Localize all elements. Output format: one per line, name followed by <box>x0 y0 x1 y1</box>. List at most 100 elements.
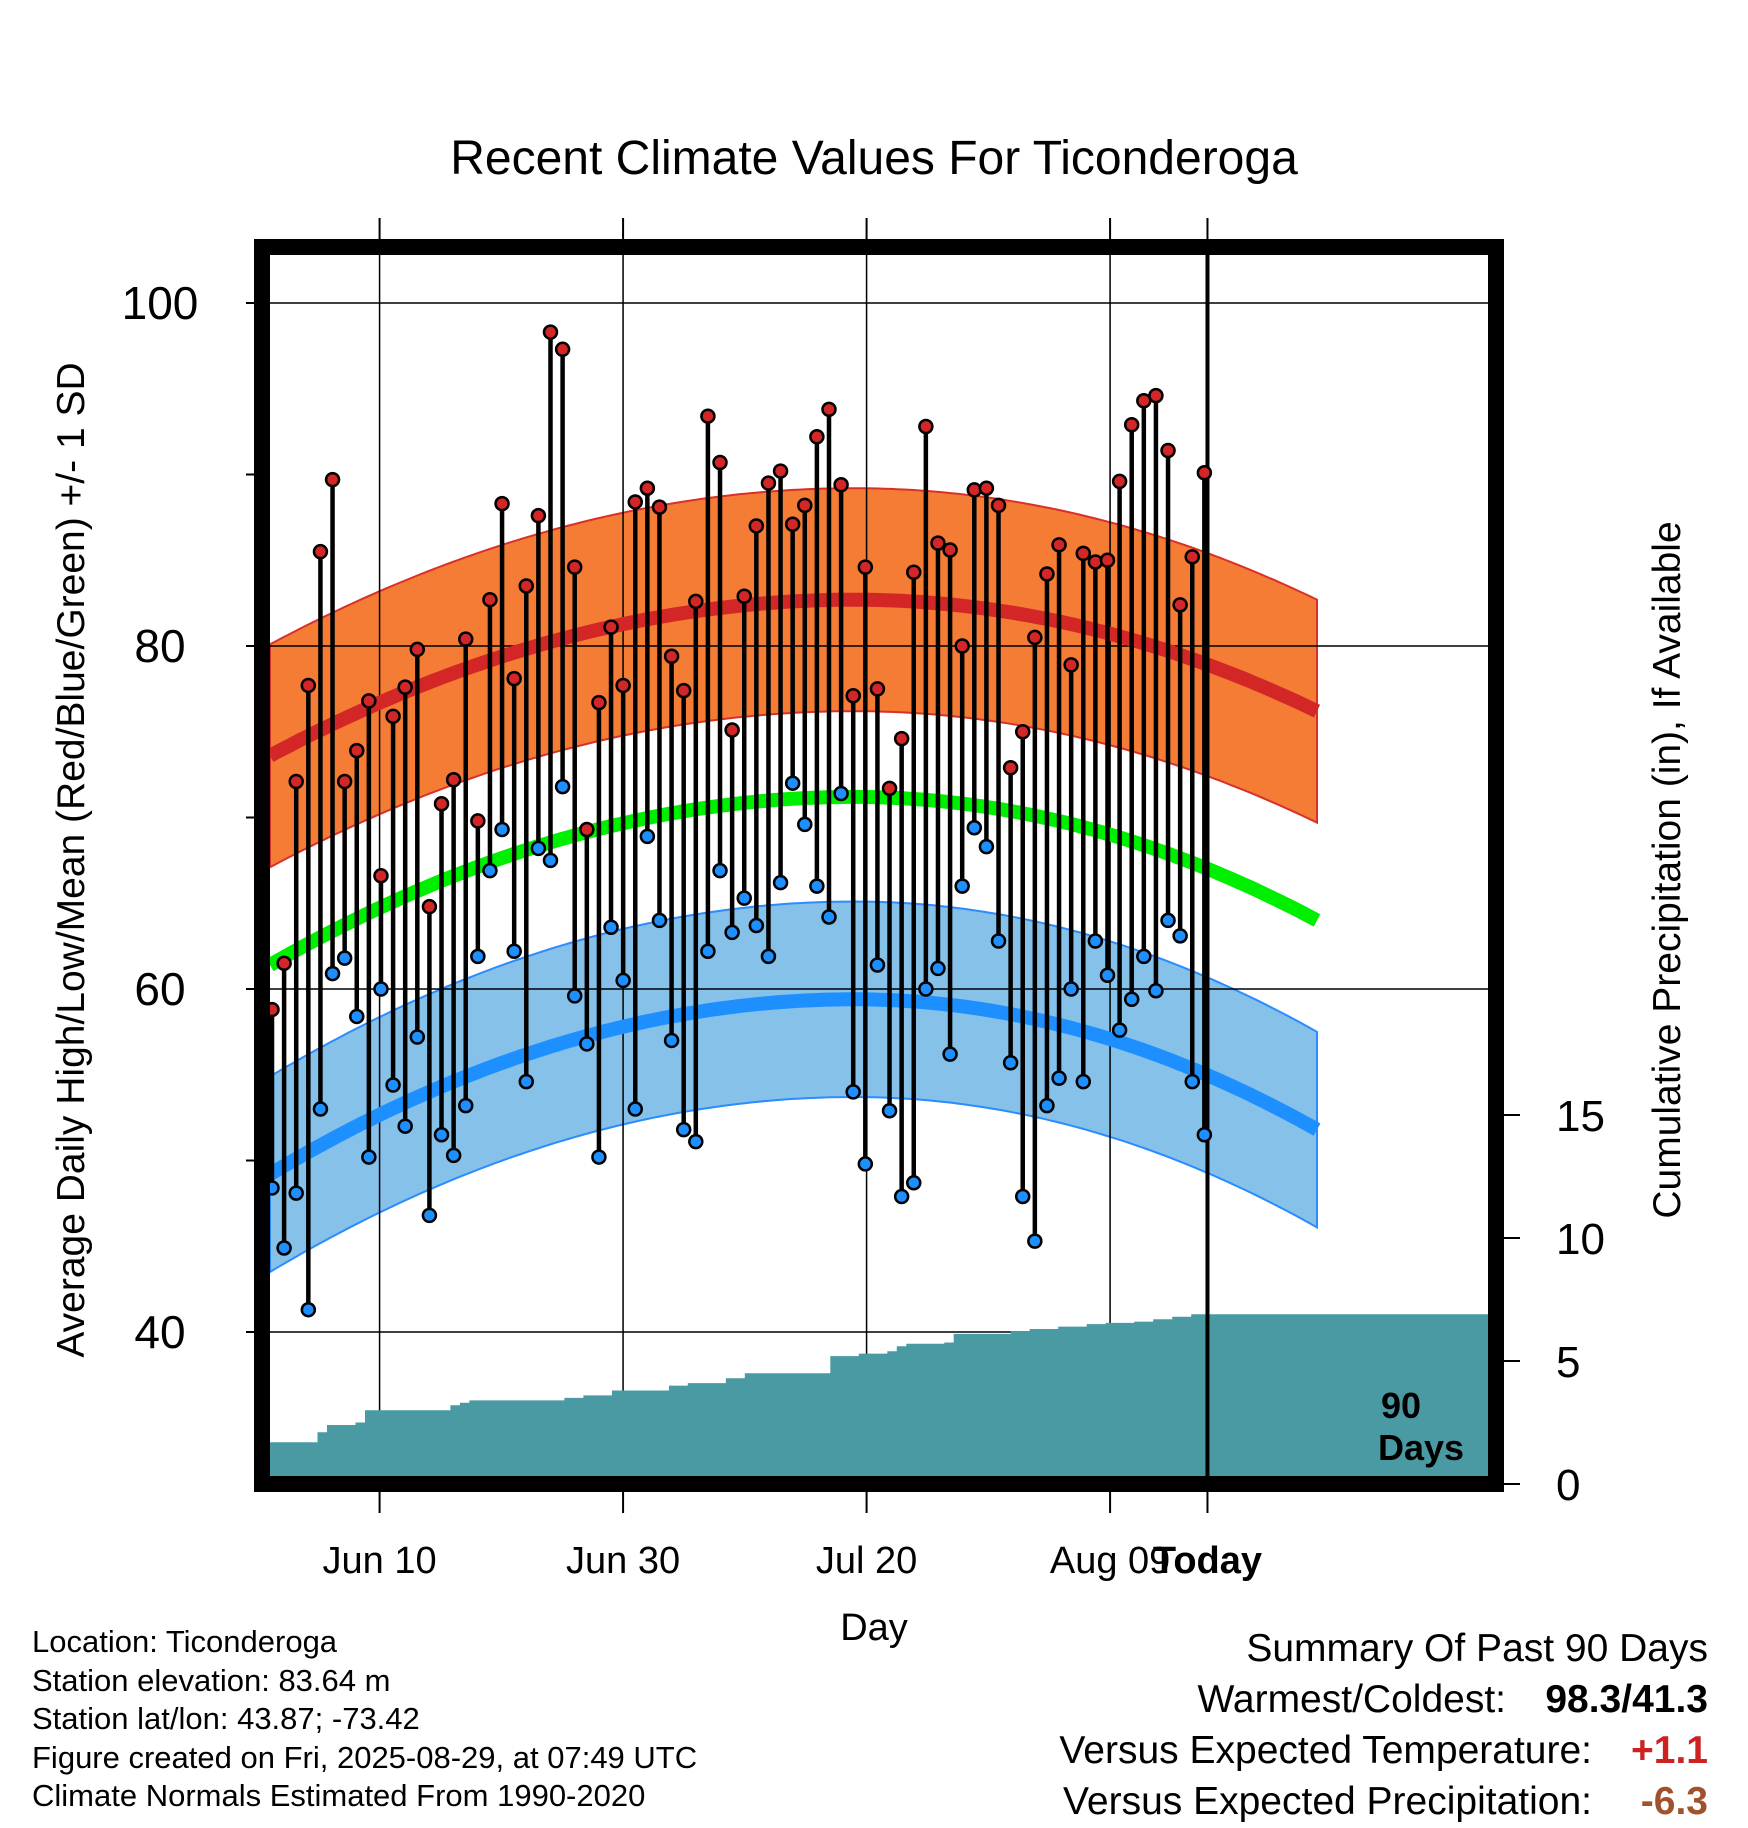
summary-warm-cold: Warmest/Coldest: 98.3/41.3 <box>1059 1674 1708 1725</box>
daily-bar <box>1014 724 1031 1205</box>
high-point <box>809 429 825 445</box>
daily-bar <box>1099 552 1116 984</box>
low-point <box>445 1147 462 1164</box>
y-tick-label: 100 <box>122 277 199 329</box>
daily-bar <box>1051 537 1067 1086</box>
daily-bar <box>397 679 413 1134</box>
daily-bar <box>700 408 716 960</box>
low-point <box>760 948 777 965</box>
daily-bar <box>930 535 946 977</box>
high-point <box>760 475 777 491</box>
low-point <box>978 838 995 855</box>
high-point <box>1160 442 1176 459</box>
daily-bar <box>1063 657 1079 997</box>
low-point <box>675 1121 692 1138</box>
daily-bar <box>361 693 377 1165</box>
high-point <box>1111 473 1128 490</box>
low-point <box>1184 1073 1201 1090</box>
low-point <box>312 1101 329 1117</box>
station-location: Location: Ticonderoga <box>32 1624 338 1659</box>
low-point <box>1087 933 1104 949</box>
x-tick-label: Aug 09 <box>1050 1540 1170 1582</box>
low-point <box>918 981 934 997</box>
high-point <box>421 898 438 915</box>
low-point <box>1039 1097 1055 1114</box>
daily-bar <box>579 821 595 1052</box>
daily-bar <box>433 796 450 1143</box>
high-point <box>651 499 668 515</box>
high-point <box>736 588 752 605</box>
warm-cold-label: Warmest/Coldest: <box>1197 1678 1506 1721</box>
low-point <box>566 988 583 1004</box>
low-point <box>772 874 789 891</box>
normal-low-line <box>266 992 1321 1181</box>
daily-bar <box>1039 566 1055 1114</box>
daily-bar <box>881 780 898 1119</box>
high-point <box>361 693 377 709</box>
precip-anomaly-value: -6.3 <box>1640 1780 1708 1823</box>
daily-bar <box>1196 465 1213 1143</box>
high-point <box>942 542 958 558</box>
low-point <box>349 1008 365 1025</box>
low-point <box>518 1073 535 1090</box>
high-point <box>639 480 656 496</box>
high-point <box>724 722 740 738</box>
high-point <box>554 341 571 358</box>
high-point <box>1027 629 1043 646</box>
daily-bar <box>651 499 668 929</box>
temp-anomaly-label: Versus Expected Temperature: <box>1059 1729 1592 1772</box>
x-tick-label: Today <box>1153 1540 1262 1582</box>
low-point <box>990 933 1007 949</box>
low-point <box>1172 928 1188 944</box>
low-point <box>494 821 510 838</box>
daily-bar <box>918 418 934 997</box>
high-point <box>373 868 389 884</box>
low-point <box>554 778 571 795</box>
high-point <box>857 559 874 575</box>
low-point <box>300 1301 317 1318</box>
warm-cold-value: 98.3/41.3 <box>1545 1678 1708 1721</box>
window-label-unit: Days <box>1378 1427 1464 1468</box>
low-point <box>1027 1233 1043 1249</box>
low-point <box>1014 1188 1031 1205</box>
high-point <box>566 559 583 575</box>
daily-bar <box>349 742 365 1025</box>
low-point <box>857 1156 874 1172</box>
low-point <box>1196 1127 1213 1143</box>
low-point <box>1111 1022 1128 1038</box>
low-point <box>1075 1073 1092 1090</box>
daily-bar <box>494 495 510 838</box>
y-axis-label: Average Daily High/Low/Mean (Red/Blue/Gr… <box>50 362 93 1357</box>
daily-bar <box>1136 393 1152 965</box>
x-axis-label: Day <box>840 1607 908 1649</box>
daily-bar <box>809 429 825 894</box>
high-point <box>445 772 462 788</box>
daily-bar <box>324 471 341 982</box>
daily-bar <box>675 682 692 1138</box>
low-point <box>1051 1070 1067 1086</box>
daily-bar <box>772 463 789 891</box>
y-tick-label: 80 <box>134 620 185 672</box>
daily-bar <box>748 518 765 934</box>
daily-bar <box>300 677 317 1318</box>
high-point <box>457 631 474 647</box>
figure-created: Figure created on Fri, 2025-08-29, at 07… <box>32 1739 698 1775</box>
y-tick-label: 60 <box>134 963 185 1015</box>
low-point <box>639 828 656 845</box>
high-point <box>918 418 934 435</box>
daily-bar <box>445 772 462 1164</box>
daily-bar <box>639 480 656 845</box>
high-point <box>506 670 522 687</box>
daily-bar <box>373 868 389 997</box>
high-point <box>470 813 486 829</box>
low-point <box>397 1118 413 1134</box>
low-point <box>1063 981 1079 997</box>
summary-panel: Summary Of Past 90 Days Warmest/Coldest:… <box>1059 1623 1708 1827</box>
low-point <box>1136 948 1152 965</box>
low-point <box>288 1185 304 1201</box>
y2-tick-label: 0 <box>1556 1461 1580 1510</box>
low-point <box>869 957 886 973</box>
daily-bar <box>906 564 922 1191</box>
low-point <box>821 909 837 925</box>
